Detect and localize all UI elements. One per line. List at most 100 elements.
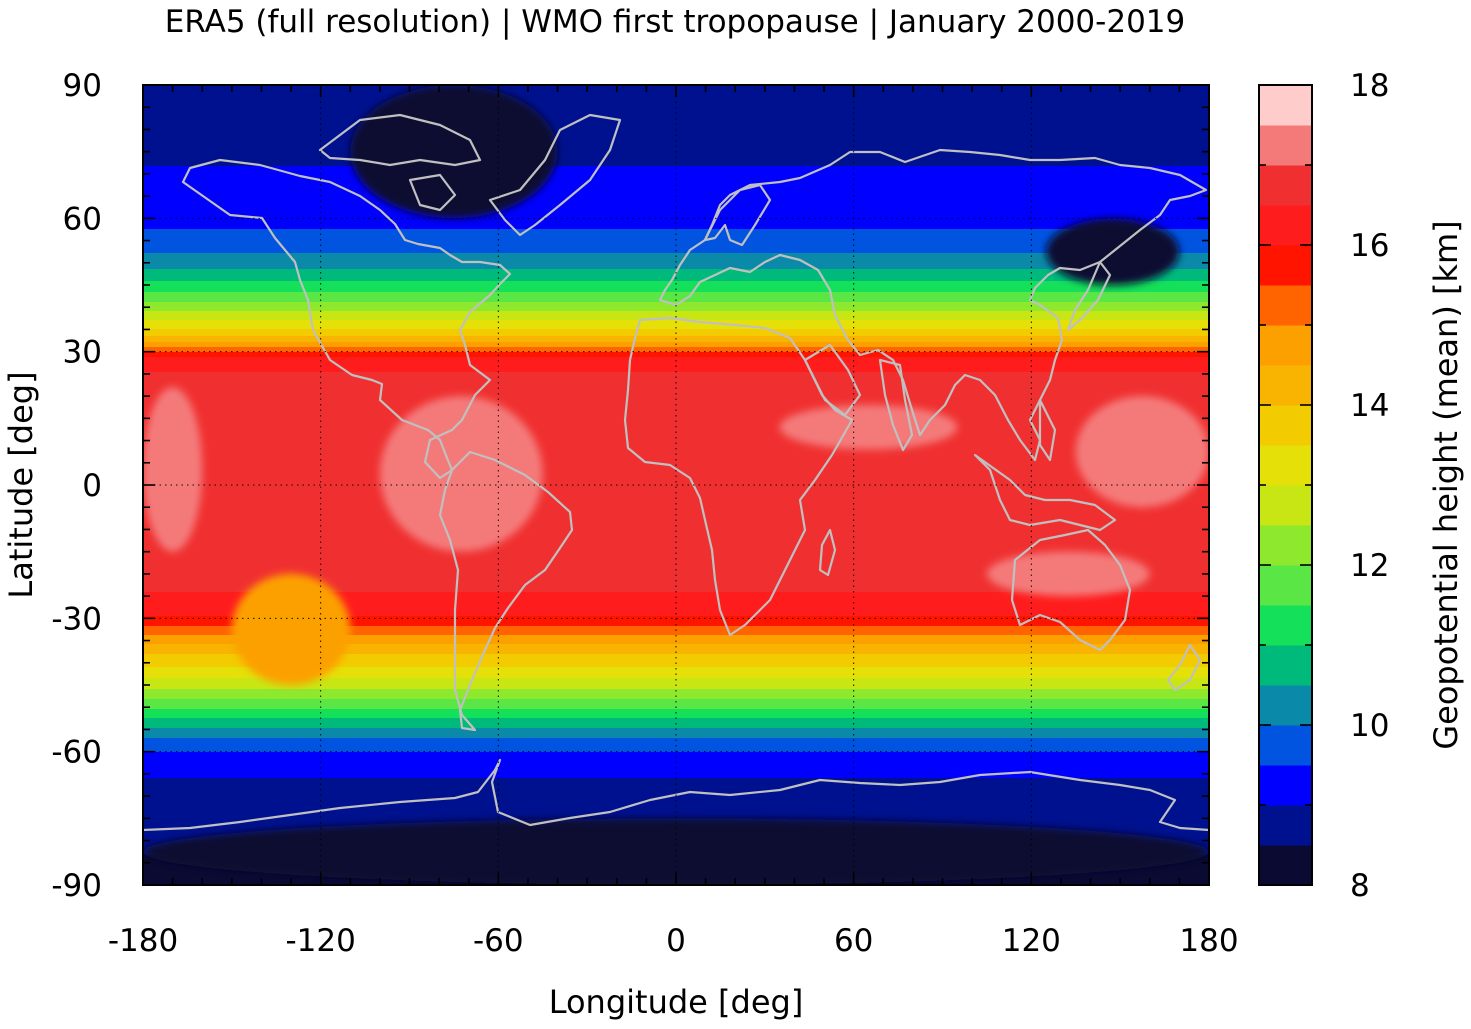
height-band [143,348,1209,350]
height-band [143,517,1209,519]
y-tick-label: 90 [63,68,102,104]
height-band [143,760,1209,762]
height-band [143,758,1209,760]
height-band [143,801,1209,803]
height-band [143,337,1209,339]
height-band [143,603,1209,605]
height-band [143,213,1209,215]
height-band [143,416,1209,418]
height-band [143,471,1209,473]
colorbar-segment [1259,605,1312,646]
height-band [143,786,1209,788]
coastline-madagascar [818,528,837,577]
height-band [143,500,1209,502]
x-tick-label: 120 [1002,923,1061,959]
height-band [143,463,1209,465]
height-band [143,689,1209,691]
height-band [143,491,1209,493]
plot-area [143,85,1209,885]
height-band [143,116,1209,118]
height-band [143,153,1209,155]
height-band [143,521,1209,523]
colorbar-tick-label: 8 [1350,868,1370,904]
height-band [143,691,1209,693]
height-band [143,258,1209,260]
height-band [143,396,1209,398]
height-band [143,614,1209,616]
height-band [143,147,1209,149]
coastline-arctic-islands [318,113,482,212]
height-band [143,557,1209,559]
height-band [143,576,1209,578]
height-band [143,120,1209,122]
height-band [143,483,1209,485]
height-band [143,152,1209,154]
height-band [143,790,1209,792]
height-band [143,780,1209,782]
height-band [143,284,1209,286]
height-band [143,534,1209,536]
height-band [143,485,1209,487]
height-band [143,353,1209,355]
height-band [143,543,1209,545]
height-band [143,524,1209,526]
height-band [143,499,1209,501]
height-band [143,676,1209,678]
height-band [143,315,1209,317]
height-band [143,752,1209,754]
height-band [143,414,1209,416]
height-band [143,242,1209,244]
height-band [143,160,1209,162]
colorbar-segment [1259,525,1312,566]
height-band [143,544,1209,546]
height-band [143,538,1209,540]
height-band [143,418,1209,420]
height-band [143,458,1209,460]
height-band [143,187,1209,189]
colorbar-segment [1259,765,1312,806]
height-band [143,386,1209,388]
height-anomaly-region [779,405,958,450]
height-band [143,462,1209,464]
height-band [143,720,1209,722]
height-band [143,342,1209,344]
y-tick-label: -30 [51,601,102,637]
x-tick-label: 180 [1179,923,1238,959]
height-band [143,807,1209,809]
height-band [143,765,1209,767]
height-band [143,545,1209,547]
height-band [143,373,1209,375]
height-band [143,516,1209,518]
height-band [143,226,1209,228]
height-band [143,725,1209,727]
height-band [143,598,1209,600]
coastline-japan [1066,260,1112,332]
height-band [143,550,1209,552]
height-band [143,307,1209,309]
coastline-greenland [488,113,622,237]
height-band [143,653,1209,655]
coastlines [143,113,1209,832]
height-band [143,726,1209,728]
height-band [143,798,1209,800]
height-band [143,433,1209,435]
height-band [143,191,1209,193]
height-band [143,477,1209,479]
height-band [143,246,1209,248]
colorbar-segment [1259,125,1312,166]
height-band [143,686,1209,688]
height-band [143,286,1209,288]
height-band [143,709,1209,711]
height-band [143,705,1209,707]
height-band [143,290,1209,292]
height-band [143,506,1209,508]
height-band [143,479,1209,481]
height-band [143,633,1209,635]
height-band [143,240,1209,242]
height-band [143,164,1209,166]
height-band [143,185,1209,187]
height-band [143,330,1209,332]
height-band [143,359,1209,361]
height-band [143,176,1209,178]
height-band [143,103,1209,105]
